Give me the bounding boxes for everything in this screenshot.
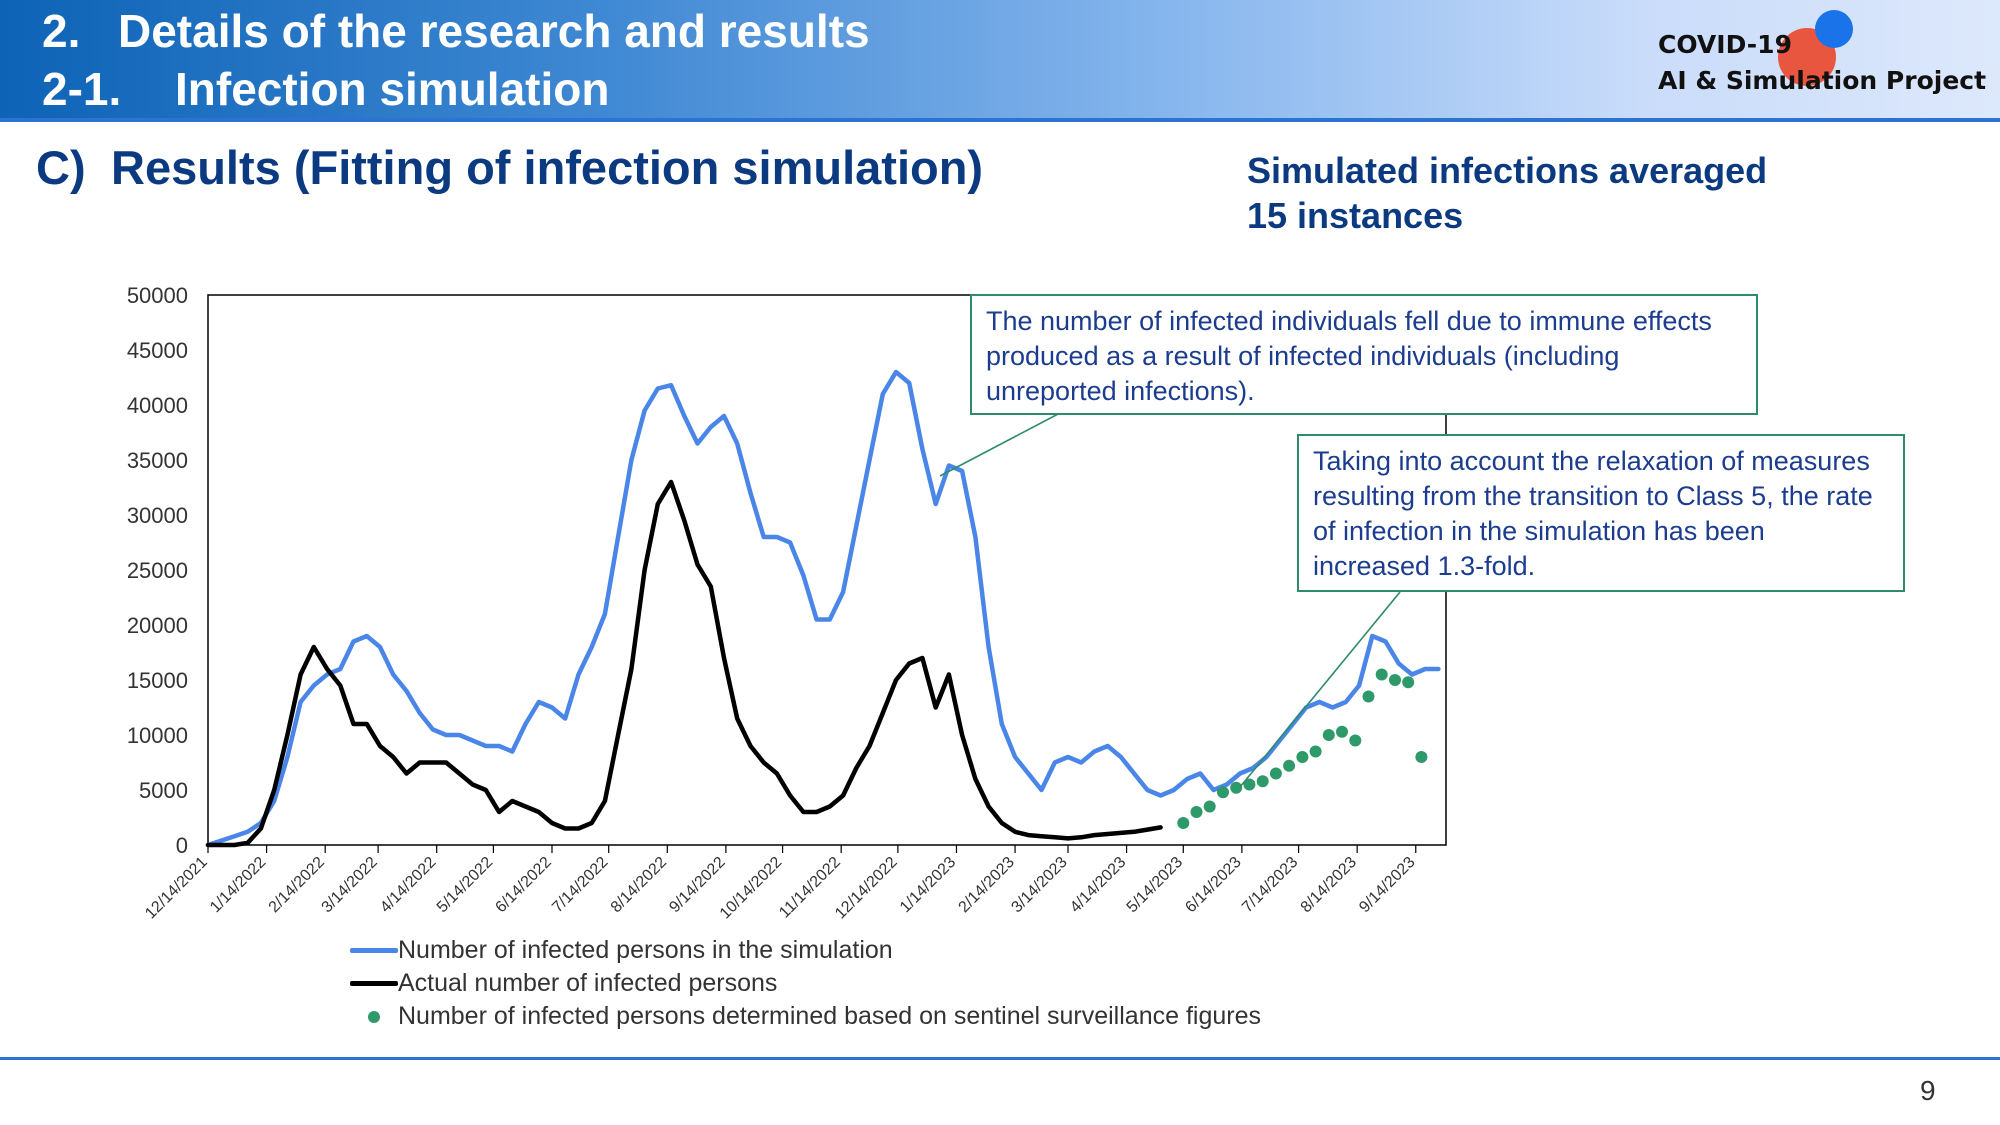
header-banner xyxy=(0,0,2000,118)
sentinel-point xyxy=(1283,759,1296,772)
logo-blue-circle-icon xyxy=(1815,10,1853,48)
callout-connector-immune xyxy=(939,412,1061,477)
x-tick-label: 3/14/2022 xyxy=(319,854,381,916)
legend-item-simulation: Number of infected persons in the simula… xyxy=(350,934,1261,967)
y-tick-label: 20000 xyxy=(127,613,188,638)
header-divider xyxy=(0,118,2000,122)
x-tick-label: 12/14/2022 xyxy=(832,854,901,923)
sentinel-point xyxy=(1243,778,1256,791)
x-tick-label: 9/14/2023 xyxy=(1356,854,1418,916)
callout-class5-relaxation: Taking into account the relaxation of me… xyxy=(1297,434,1905,592)
sentinel-point xyxy=(1190,806,1203,818)
legend-actual-label: Actual number of infected persons xyxy=(398,969,778,997)
sentinel-point xyxy=(1375,668,1388,681)
page-number: 9 xyxy=(1920,1075,1936,1106)
x-tick-label: 10/14/2022 xyxy=(717,854,786,923)
simulation-series-line xyxy=(205,369,1441,848)
sentinel-point xyxy=(1322,729,1335,741)
logo-line-2: AI & Simulation Project xyxy=(1658,66,1987,95)
x-tick-label: 4/14/2022 xyxy=(377,854,439,916)
project-logo: COVID-19 AI & Simulation Project xyxy=(1658,10,1988,104)
x-tick-label: 7/14/2023 xyxy=(1239,854,1301,916)
legend-sentinel-dot-icon xyxy=(368,1010,380,1023)
sentinel-point xyxy=(1389,674,1401,686)
y-tick-label: 5000 xyxy=(139,778,188,803)
x-tick-label: 8/14/2023 xyxy=(1298,854,1360,916)
section-title: C) Results (Fitting of infection simulati… xyxy=(36,140,983,195)
y-tick-label: 0 xyxy=(176,833,188,858)
legend-item-actual: Actual number of infected persons xyxy=(350,967,1261,1000)
x-tick-label: 4/14/2023 xyxy=(1067,854,1129,916)
x-tick-label: 6/14/2022 xyxy=(492,854,554,916)
x-tick-label: 2/14/2023 xyxy=(956,854,1018,916)
sentinel-point xyxy=(1309,745,1322,758)
callout-immune-effects-text: The number of infected individuals fell … xyxy=(986,306,1712,406)
header-line-2-text: Infection simulation xyxy=(175,63,610,115)
x-tick-label: 8/14/2022 xyxy=(608,854,670,916)
simulation-note-line-2: 15 instances xyxy=(1247,195,1464,236)
simulation-note-line-1: Simulated infections averaged xyxy=(1247,150,1768,191)
header-line-1-text: Details of the research and results xyxy=(118,5,870,57)
sentinel-point xyxy=(1296,751,1309,763)
sentinel-point xyxy=(1269,767,1282,780)
section-title-text: Results (Fitting of infection simulation… xyxy=(111,141,984,194)
chart-legend: Number of infected persons in the simula… xyxy=(350,934,1261,1033)
y-tick-label: 15000 xyxy=(127,668,188,693)
y-tick-label: 45000 xyxy=(127,338,188,363)
x-tick-label: 2/14/2022 xyxy=(266,854,328,916)
simulation-note: Simulated infections averaged 15 instanc… xyxy=(1247,148,1867,238)
header-line-1: 2. Details of the research and results xyxy=(42,6,870,56)
header-line-2-number: 2-1. xyxy=(42,63,122,115)
y-tick-label: 25000 xyxy=(127,558,188,583)
header-line-2: 2-1. Infection simulation xyxy=(42,64,609,114)
callout-class5-relaxation-text: Taking into account the relaxation of me… xyxy=(1313,446,1873,581)
sentinel-point xyxy=(1349,734,1362,747)
sentinel-point xyxy=(1362,690,1375,703)
legend-actual-line-icon xyxy=(350,981,398,986)
x-tick-label: 12/14/2021 xyxy=(142,854,211,923)
callout-connector-class5 xyxy=(1239,591,1401,788)
sentinel-point xyxy=(1402,676,1415,689)
x-tick-label: 6/14/2023 xyxy=(1182,854,1244,916)
y-tick-label: 30000 xyxy=(127,503,188,528)
header-line-1-number: 2. xyxy=(42,5,81,57)
y-tick-label: 50000 xyxy=(127,283,188,308)
footer-divider xyxy=(0,1057,2000,1060)
sentinel-point xyxy=(1256,775,1269,788)
legend-item-sentinel: Number of infected persons determined ba… xyxy=(350,1000,1261,1033)
logo-line-1: COVID-19 xyxy=(1658,30,1792,59)
x-tick-label: 1/14/2022 xyxy=(207,854,269,916)
legend-simulation-line-icon xyxy=(350,948,398,953)
sentinel-point xyxy=(1230,781,1243,794)
x-tick-label: 5/14/2023 xyxy=(1124,854,1186,916)
sentinel-point xyxy=(1336,725,1348,738)
y-tick-label: 35000 xyxy=(127,448,188,473)
callout-immune-effects: The number of infected individuals fell … xyxy=(970,294,1758,415)
x-tick-label: 1/14/2023 xyxy=(897,854,959,916)
x-tick-label: 7/14/2022 xyxy=(549,854,611,916)
section-label: C) xyxy=(36,141,86,194)
sentinel-point xyxy=(1177,817,1190,829)
x-tick-label: 3/14/2023 xyxy=(1008,854,1070,916)
x-tick-label: 5/14/2022 xyxy=(434,854,496,916)
legend-simulation-label: Number of infected persons in the simula… xyxy=(398,936,893,964)
sentinel-point xyxy=(1217,786,1229,799)
y-tick-label: 10000 xyxy=(127,723,188,748)
legend-sentinel-label: Number of infected persons determined ba… xyxy=(398,1002,1261,1030)
sentinel-point xyxy=(1415,751,1428,763)
sentinel-point xyxy=(1203,800,1216,813)
y-tick-label: 40000 xyxy=(127,393,188,418)
actual-series-line xyxy=(205,479,1163,848)
